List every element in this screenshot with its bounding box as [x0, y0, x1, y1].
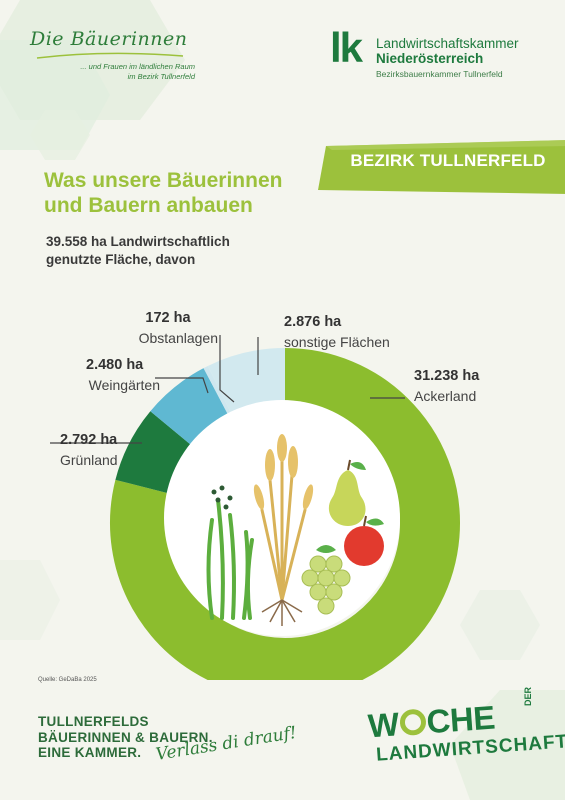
lk-mark: lk	[330, 24, 363, 71]
name-ackerland: Ackerland	[414, 388, 477, 404]
tagline-line-1: ... und Frauen im ländlichen Raum	[80, 62, 195, 71]
value-ackerland: 31.238 ha	[414, 368, 480, 384]
grapes-icon	[301, 545, 351, 615]
apple-icon	[344, 515, 384, 566]
crops-illustration	[164, 400, 400, 636]
label-sonstige: 2.876 ha sonstige Flächen	[284, 312, 414, 352]
name-sonstige: sonstige Flächen	[284, 334, 390, 350]
footer-line-2: BÄUERINNEN & BAUERN.	[38, 729, 213, 745]
seedhead-icon	[211, 485, 233, 510]
title-line-2: und Bauern anbauen	[44, 194, 253, 217]
donut-slice-weingaerten	[150, 368, 233, 451]
lk-text: Landwirtschaftskammer Niederösterreich B…	[376, 36, 519, 79]
footer-line-1: TULLNERFELDS	[38, 714, 149, 729]
value-weingaerten: 2.480 ha	[86, 357, 144, 373]
tagline-line-2: im Bezirk Tullnerfeld	[127, 72, 195, 81]
name-obstanlagen: Obstanlagen	[138, 330, 218, 346]
district-badge-shape	[318, 140, 565, 194]
grass-icon	[206, 498, 254, 620]
baeuerinnen-tagline: ... und Frauen im ländlichen Raum im Bez…	[30, 62, 195, 82]
label-gruenland: 2.792 ha Grünland	[60, 430, 160, 470]
baeuerinnen-logo-script: Die Bäuerinnen	[30, 28, 188, 50]
lk-line-3: Bezirksbauernkammer Tullnerfeld	[376, 69, 503, 79]
woche-rest: CHE	[425, 698, 496, 741]
label-weingaerten: 2.480 ha Weingärten	[70, 355, 160, 395]
donut-slice-gruenland	[115, 411, 198, 496]
lk-line-2: Niederösterreich	[376, 51, 484, 66]
pear-icon	[328, 459, 366, 526]
subtitle-line-2: genutzte Fläche, davon	[46, 252, 196, 267]
wheat-icon	[260, 458, 307, 602]
district-badge-label: BEZIRK TULLNERFELD	[350, 151, 546, 170]
baeuerinnen-logo: Die Bäuerinnen ... und Frauen im ländlic…	[30, 28, 205, 82]
land-use-donut-chart: 172 ha Obstanlagen 2.480 ha Weingärten 2…	[0, 300, 565, 680]
donut-slice-obstanlagen	[203, 365, 235, 422]
name-gruenland: Grünland	[60, 452, 118, 468]
label-obstanlagen: 172 ha Obstanlagen	[118, 308, 218, 348]
label-ackerland: 31.238 ha Ackerland	[414, 366, 514, 406]
leader-obstanlagen	[219, 335, 235, 403]
leader-weingaerten	[155, 377, 209, 394]
woche-o-icon	[398, 708, 427, 737]
logo-swoosh	[36, 52, 184, 59]
roots-icon	[261, 599, 303, 626]
page-subtitle: 39.558 ha Landwirtschaftlich genutzte Fl…	[46, 233, 230, 269]
footer-line-3: EINE KAMMER.	[38, 745, 142, 760]
value-gruenland: 2.792 ha	[60, 432, 118, 448]
footer-claim: TULLNERFELDS BÄUERINNEN & BAUERN. EINE K…	[38, 714, 213, 761]
donut-slice-ackerland	[110, 348, 460, 680]
page-title: Was unsere Bäuerinnen und Bauern anbauen	[44, 168, 282, 218]
name-weingaerten: Weingärten	[88, 377, 160, 393]
title-line-1: Was unsere Bäuerinnen	[44, 169, 283, 192]
donut-slice-sonstige	[207, 348, 286, 421]
subtitle-line-1: 39.558 ha Landwirtschaftlich	[46, 234, 230, 249]
wheat-ears	[253, 434, 314, 510]
woche-der: DER	[523, 686, 533, 706]
lk-line-1: Landwirtschaftskammer	[376, 36, 519, 51]
value-obstanlagen: 172 ha	[145, 310, 191, 326]
source-note: Quelle: GeDaBa 2025	[38, 677, 97, 683]
value-sonstige: 2.876 ha	[284, 314, 342, 330]
woche-w: W	[366, 705, 400, 745]
donut-svg	[50, 335, 460, 680]
